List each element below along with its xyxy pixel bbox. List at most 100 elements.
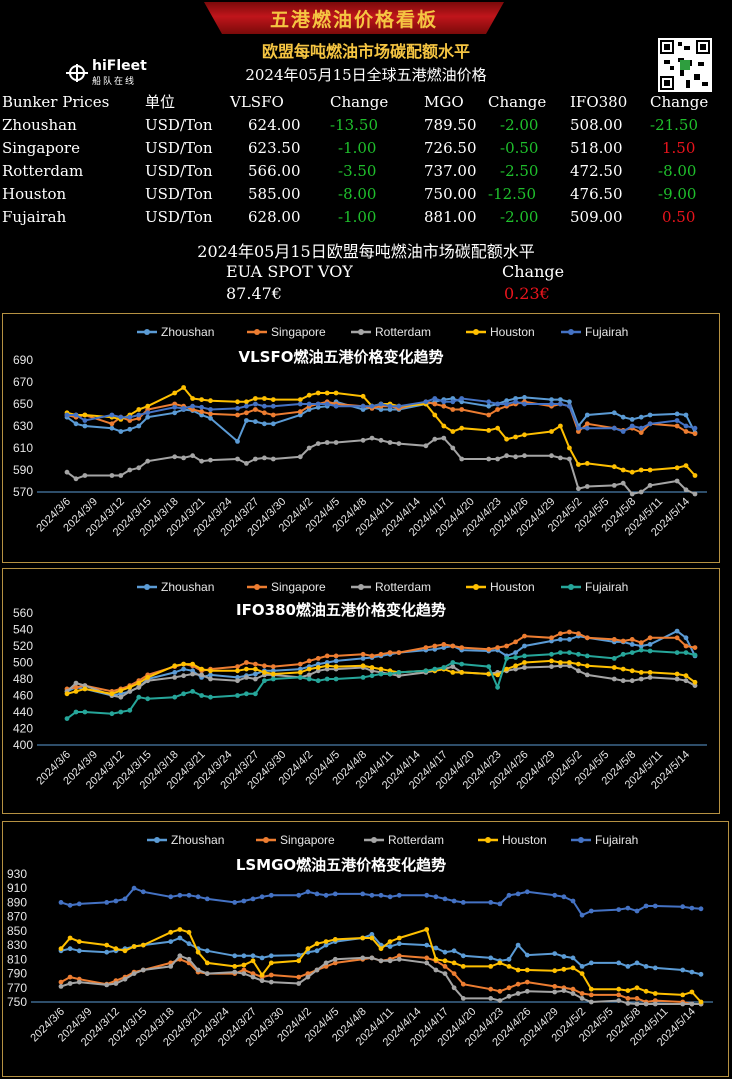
data-point — [333, 676, 339, 682]
data-point — [424, 955, 430, 961]
data-point — [450, 660, 456, 665]
data-point — [611, 483, 617, 488]
data-point — [432, 396, 438, 401]
data-point — [576, 429, 581, 434]
table-row: Fujairah USD/Ton 628.00 -1.00 881.00 -2.… — [2, 205, 720, 228]
data-point — [616, 998, 622, 1003]
data-point — [450, 429, 456, 434]
data-point — [488, 900, 494, 905]
data-point — [513, 639, 518, 645]
data-point — [208, 415, 213, 421]
data-point — [674, 628, 680, 634]
data-point — [620, 414, 626, 420]
data-point — [262, 421, 267, 427]
eua-change-label: Change — [502, 262, 565, 281]
data-point — [177, 927, 183, 932]
ifo-change: 0.50 — [662, 207, 696, 226]
data-point — [145, 696, 151, 702]
data-point — [616, 992, 622, 998]
data-point — [333, 653, 339, 659]
data-point — [652, 991, 658, 996]
data-point — [588, 908, 594, 914]
data-point — [495, 456, 500, 462]
data-point — [488, 996, 494, 1001]
data-point — [140, 967, 146, 973]
data-point — [235, 456, 240, 462]
data-point — [638, 489, 644, 495]
data-point — [584, 663, 590, 669]
data-point — [323, 964, 329, 969]
data-point — [190, 689, 196, 694]
data-point — [315, 390, 321, 396]
data-point — [522, 432, 527, 438]
data-point — [680, 904, 686, 910]
y-tick-label: 670 — [13, 375, 33, 389]
data-point — [186, 941, 192, 947]
data-point — [190, 403, 196, 409]
data-point — [674, 423, 680, 429]
legend-label: Houston — [502, 833, 547, 847]
ifo-price: 518.00 — [570, 138, 623, 157]
data-point — [262, 455, 267, 461]
data-point — [232, 900, 238, 905]
data-point — [424, 892, 430, 898]
data-point — [244, 691, 249, 697]
data-point — [396, 935, 402, 941]
data-point — [305, 971, 311, 976]
data-point — [369, 955, 375, 961]
data-point — [323, 960, 329, 966]
data-point — [131, 971, 137, 976]
data-point — [442, 971, 448, 976]
data-point — [204, 960, 210, 966]
unit: USD/Ton — [145, 207, 213, 226]
data-point — [181, 455, 187, 461]
legend-label: Zhoushan — [161, 580, 214, 594]
vlsfo-price: 628.00 — [248, 207, 301, 226]
vlsfo-price: 624.00 — [248, 115, 301, 134]
data-point — [122, 896, 128, 902]
data-point — [73, 412, 79, 418]
data-point — [450, 399, 456, 405]
data-point — [67, 902, 73, 908]
data-point — [683, 635, 689, 641]
data-point — [181, 673, 187, 679]
data-point — [497, 988, 503, 994]
data-point — [647, 670, 653, 675]
data-point — [136, 694, 142, 700]
data-point — [625, 905, 631, 911]
data-point — [674, 671, 680, 677]
data-point — [488, 986, 494, 992]
data-point — [433, 945, 439, 951]
ifo-change: -9.00 — [658, 184, 697, 203]
data-point — [549, 651, 554, 657]
y-tick-label: 910 — [7, 881, 27, 895]
data-point — [241, 898, 247, 904]
data-point — [524, 952, 530, 958]
data-point — [177, 892, 183, 898]
data-point — [451, 948, 457, 954]
data-point — [104, 942, 110, 948]
data-point — [369, 932, 375, 937]
data-point — [235, 675, 240, 680]
data-point — [611, 425, 617, 431]
data-point — [504, 453, 509, 459]
data-point — [451, 971, 457, 976]
data-point — [244, 675, 249, 680]
logo-subtext: 船队在线 — [92, 77, 137, 87]
data-point — [168, 929, 174, 935]
data-point — [584, 484, 590, 489]
data-point — [250, 896, 256, 902]
data-point — [584, 421, 590, 427]
data-point — [104, 900, 110, 905]
data-point — [387, 440, 393, 445]
data-point — [64, 412, 70, 418]
data-point — [82, 423, 88, 429]
data-point — [104, 982, 110, 988]
data-point — [76, 939, 82, 944]
data-point — [522, 665, 527, 670]
data-point — [136, 415, 142, 421]
data-point — [208, 411, 213, 417]
data-point — [253, 456, 258, 462]
data-point — [127, 426, 133, 432]
data-point — [584, 635, 590, 641]
